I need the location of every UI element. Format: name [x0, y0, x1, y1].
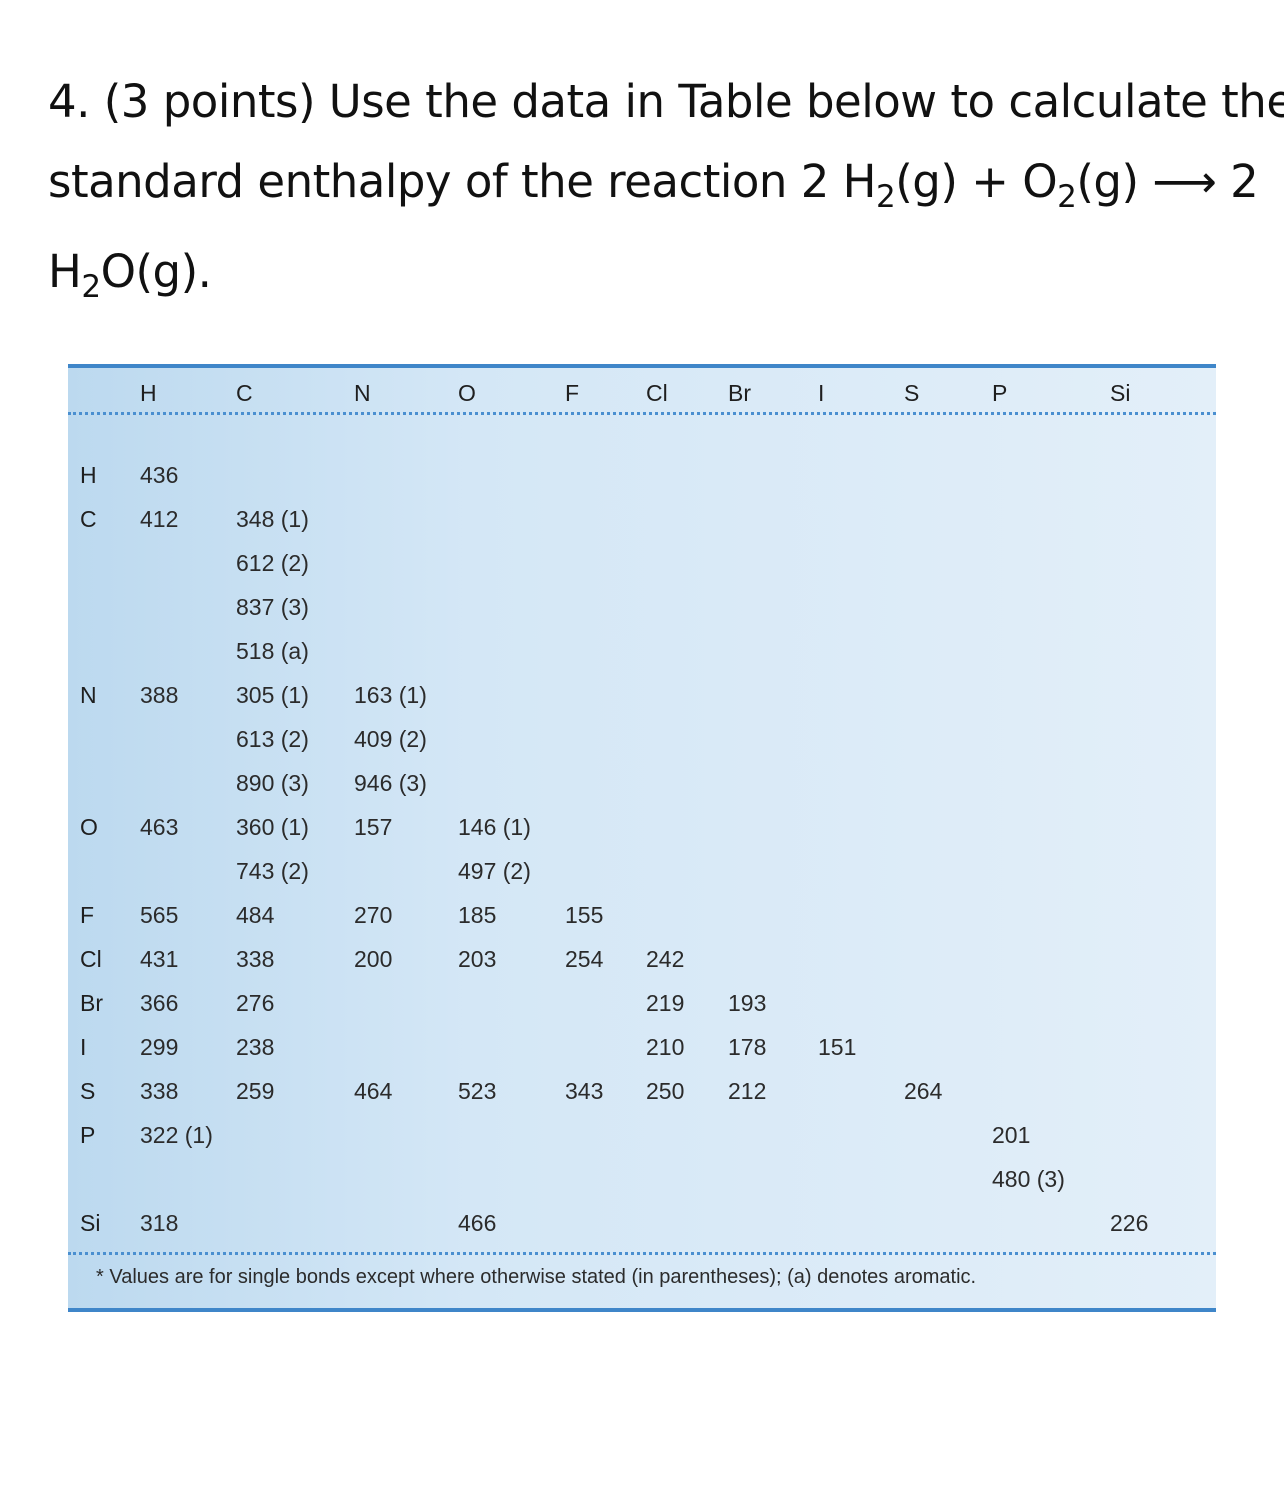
bond-value-si-si: 226: [1110, 1210, 1149, 1236]
bond-value-o-c: 743 (2): [236, 858, 309, 884]
bond-value-cl-cl: 242: [646, 946, 685, 972]
question-line-2-part-c: (g) ⟶ 2: [1076, 155, 1259, 208]
bond-value-i-h: 299: [140, 1034, 179, 1060]
footer-divider: [68, 1252, 1216, 1255]
bond-value-p-h: 322 (1): [140, 1122, 213, 1148]
column-header-f: F: [565, 380, 580, 406]
column-header-si: Si: [1110, 380, 1131, 406]
bond-value-si-h: 318: [140, 1210, 179, 1236]
row-label-s: S: [80, 1078, 96, 1104]
bond-value-f-h: 565: [140, 902, 179, 928]
bond-value-o-n: 157: [354, 814, 393, 840]
bond-value-n-n: 163 (1): [354, 682, 427, 708]
bond-value-p-p: 201: [992, 1122, 1031, 1148]
bond-value-s-br: 212: [728, 1078, 767, 1104]
row-label-h: H: [80, 462, 97, 488]
bond-value-cl-n: 200: [354, 946, 393, 972]
bond-value-s-s: 264: [904, 1078, 943, 1104]
question-text: 4. (3 points) Use the data in Table belo…: [48, 62, 1284, 312]
row-label-cl: Cl: [80, 946, 102, 972]
bond-value-s-c: 259: [236, 1078, 275, 1104]
column-header-cl: Cl: [646, 380, 668, 406]
bond-value-i-br: 178: [728, 1034, 767, 1060]
bond-value-br-c: 276: [236, 990, 275, 1016]
bond-value-s-f: 343: [565, 1078, 604, 1104]
bond-value-s-n: 464: [354, 1078, 393, 1104]
bond-value-c-h: 412: [140, 506, 179, 532]
subscript-h2o: 2: [81, 269, 101, 305]
bond-value-br-cl: 219: [646, 990, 685, 1016]
bond-value-f-c: 484: [236, 902, 275, 928]
column-header-c: C: [236, 380, 253, 406]
question-line-3-part-a: H: [48, 245, 82, 298]
bond-value-n-c: 305 (1): [236, 682, 309, 708]
bond-value-i-i: 151: [818, 1034, 857, 1060]
bond-value-o-c: 360 (1): [236, 814, 309, 840]
bond-value-c-c: 518 (a): [236, 638, 309, 664]
bond-value-n-c: 613 (2): [236, 726, 309, 752]
question-line-2-part-a: standard enthalpy of the reaction 2 H: [48, 155, 876, 208]
row-label-c: C: [80, 506, 97, 532]
bond-value-cl-o: 203: [458, 946, 497, 972]
row-label-f: F: [80, 902, 95, 928]
bond-enthalpy-table: * Values are for single bonds except whe…: [68, 364, 1216, 1312]
row-label-p: P: [80, 1122, 96, 1148]
bond-value-f-n: 270: [354, 902, 393, 928]
question-line-3-part-b: O(g).: [100, 245, 212, 298]
column-header-o: O: [458, 380, 476, 406]
row-label-o: O: [80, 814, 98, 840]
row-label-si: Si: [80, 1210, 101, 1236]
bond-value-o-o: 497 (2): [458, 858, 531, 884]
bond-value-cl-c: 338: [236, 946, 275, 972]
header-divider: [68, 412, 1216, 415]
question-line-3: H2O(g).: [48, 232, 1248, 312]
bond-value-br-br: 193: [728, 990, 767, 1016]
bond-value-cl-h: 431: [140, 946, 179, 972]
bond-value-c-c: 837 (3): [236, 594, 309, 620]
column-header-s: S: [904, 380, 920, 406]
bond-value-c-c: 612 (2): [236, 550, 309, 576]
bond-value-si-o: 466: [458, 1210, 497, 1236]
subscript-o2: 2: [1057, 179, 1077, 215]
row-label-n: N: [80, 682, 97, 708]
column-header-i: I: [818, 380, 825, 406]
bond-value-s-o: 523: [458, 1078, 497, 1104]
bond-value-f-o: 185: [458, 902, 497, 928]
bond-value-n-h: 388: [140, 682, 179, 708]
row-label-i: I: [80, 1034, 87, 1060]
question-line-2-part-b: (g) + O: [895, 155, 1058, 208]
column-header-p: P: [992, 380, 1008, 406]
bond-value-s-cl: 250: [646, 1078, 685, 1104]
table-footnote: * Values are for single bonds except whe…: [96, 1266, 977, 1288]
bond-value-cl-f: 254: [565, 946, 604, 972]
question-line-2: standard enthalpy of the reaction 2 H2(g…: [48, 142, 1259, 222]
bond-value-n-n: 409 (2): [354, 726, 427, 752]
column-header-br: Br: [728, 380, 751, 406]
bond-value-h-h: 436: [140, 462, 179, 488]
bond-value-s-h: 338: [140, 1078, 179, 1104]
bond-value-f-f: 155: [565, 902, 604, 928]
bond-value-p-p: 480 (3): [992, 1166, 1065, 1192]
bond-value-i-c: 238: [236, 1034, 275, 1060]
row-label-br: Br: [80, 990, 103, 1016]
bond-value-n-c: 890 (3): [236, 770, 309, 796]
column-header-n: N: [354, 380, 371, 406]
bond-value-c-c: 348 (1): [236, 506, 309, 532]
bond-value-n-n: 946 (3): [354, 770, 427, 796]
bond-value-i-cl: 210: [646, 1034, 685, 1060]
bond-value-o-o: 146 (1): [458, 814, 531, 840]
question-line-1-text: 4. (3 points) Use the data in Table belo…: [48, 75, 1284, 128]
question-line-1: 4. (3 points) Use the data in Table belo…: [48, 62, 1284, 142]
subscript-h2: 2: [875, 179, 896, 215]
column-header-h: H: [140, 380, 157, 406]
bond-value-o-h: 463: [140, 814, 179, 840]
bond-value-br-h: 366: [140, 990, 179, 1016]
